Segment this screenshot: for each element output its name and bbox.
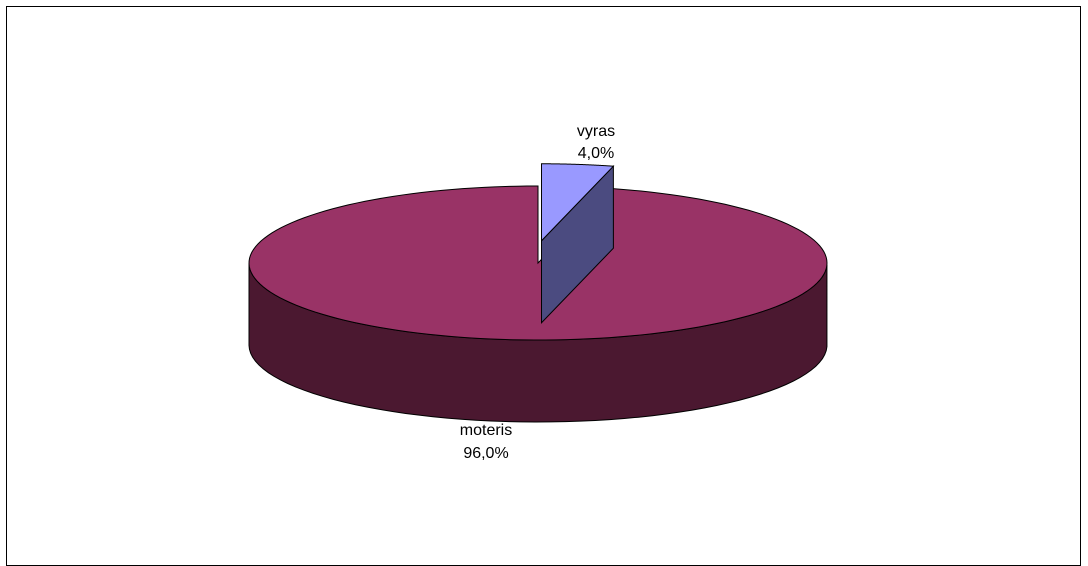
pie-slice-vyras — [541, 163, 615, 325]
slice-label-value: 4,0% — [578, 145, 614, 162]
pie-chart: vyras 4,0% moteris 96,0% — [248, 123, 828, 462]
pie-slice-moteris — [248, 185, 828, 423]
slice-label-value: 96,0% — [463, 445, 508, 462]
slice-label-category: vyras — [577, 123, 615, 140]
pie-slice-top — [541, 163, 615, 243]
slices-layer — [248, 163, 828, 423]
labels-layer: vyras 4,0% moteris 96,0% — [460, 123, 615, 462]
pie-slice-top — [248, 185, 828, 341]
slice-label-category: moteris — [460, 422, 512, 439]
